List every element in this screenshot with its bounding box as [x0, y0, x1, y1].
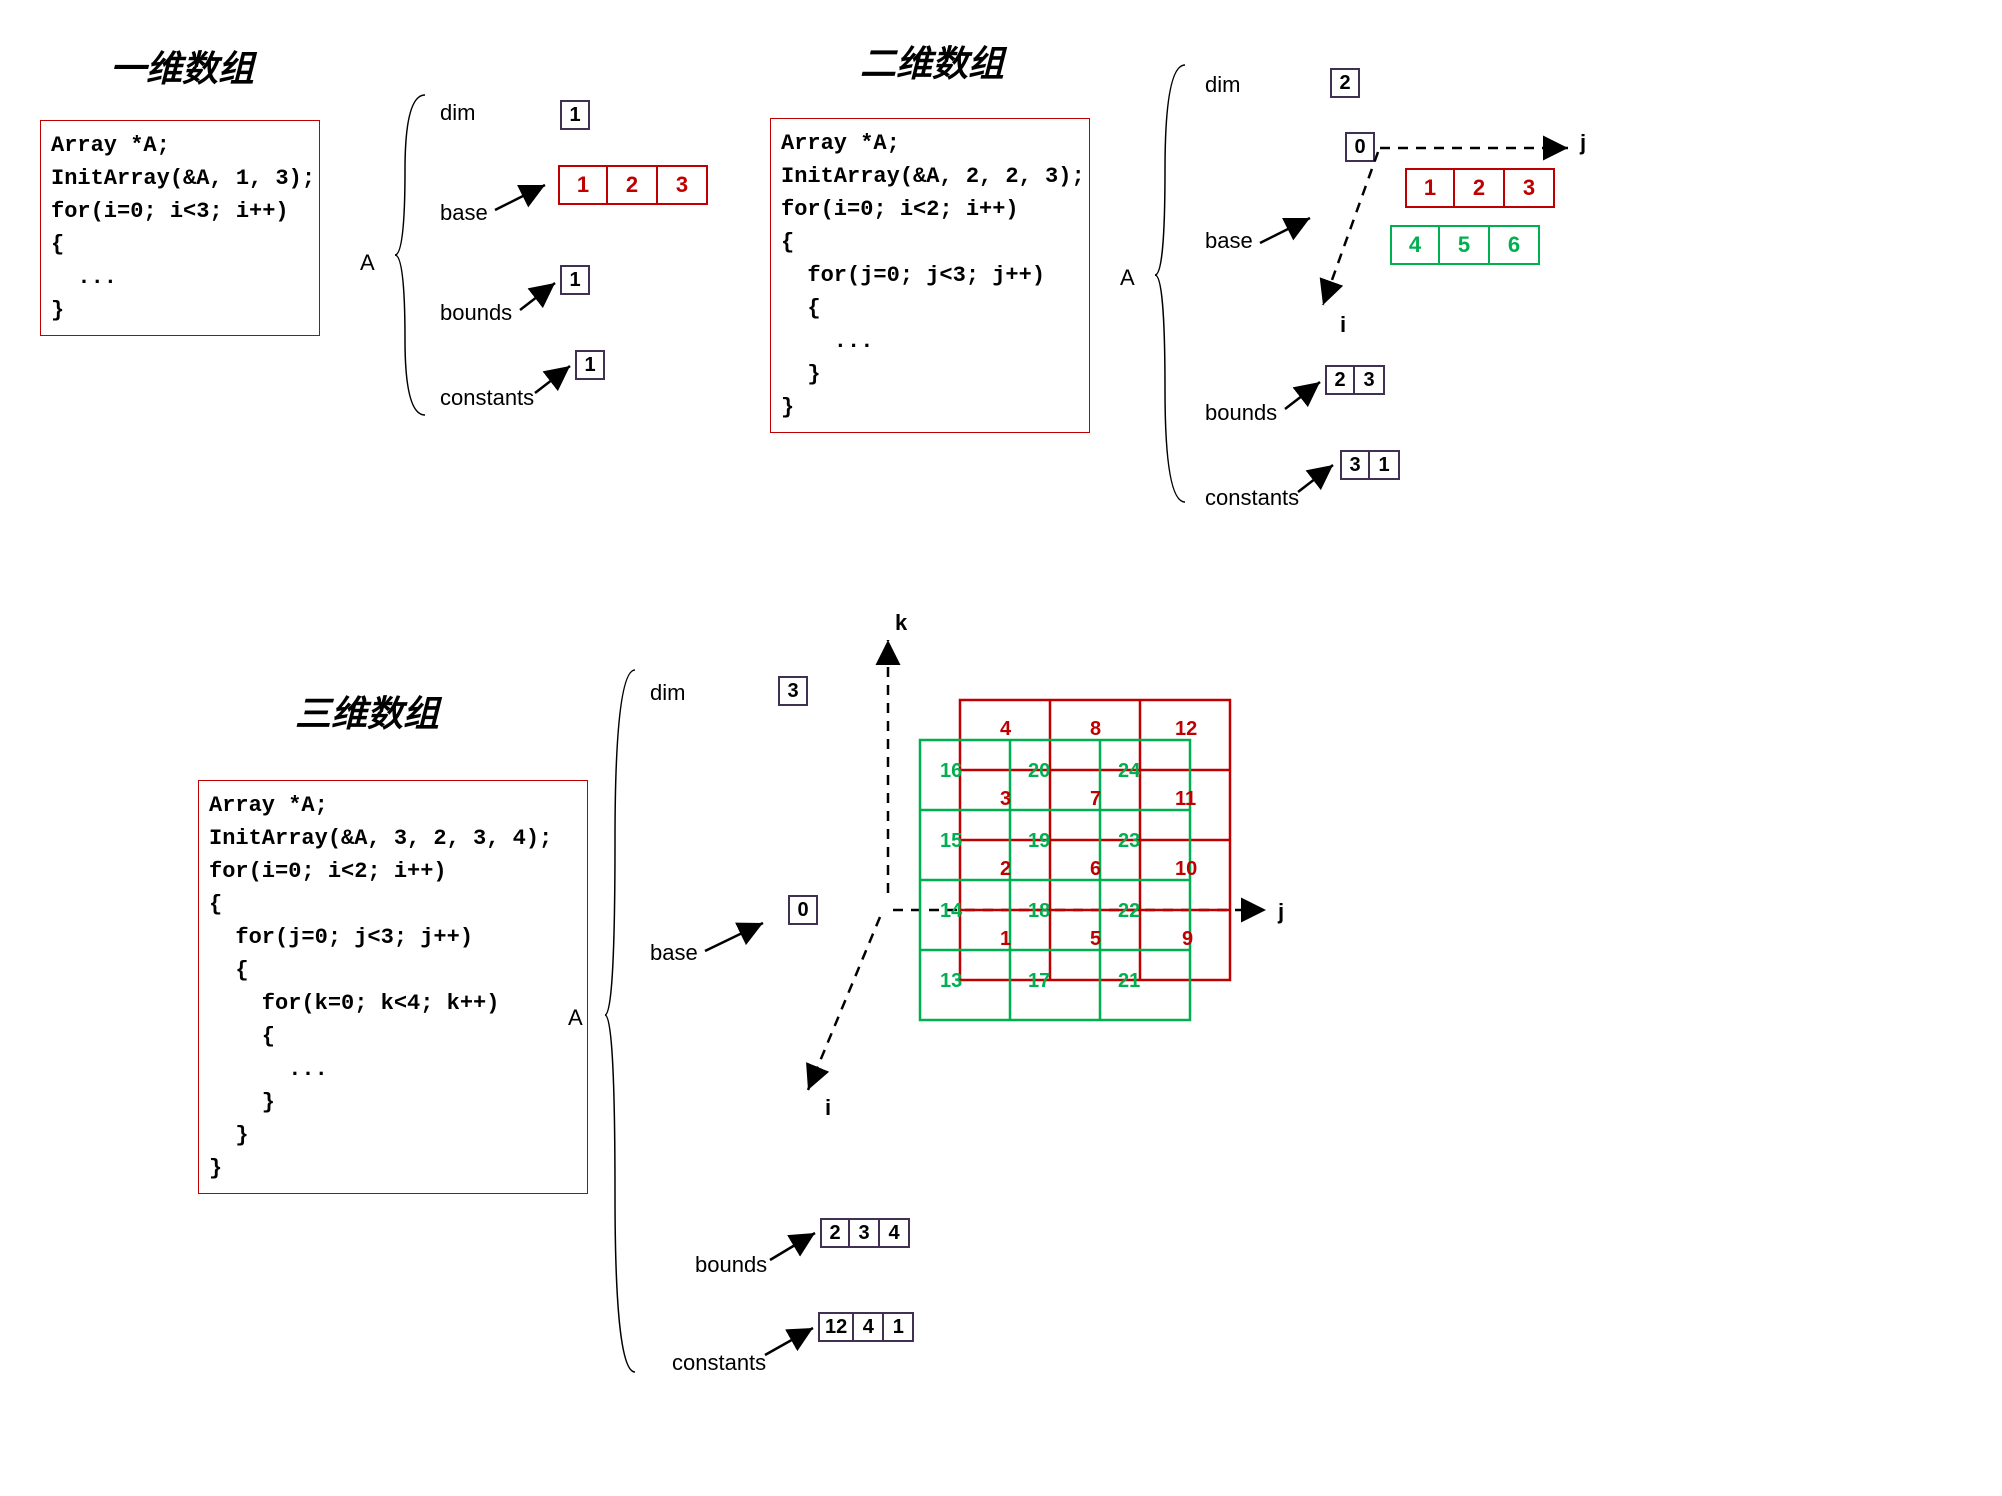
n-g21: 21: [1118, 970, 1140, 993]
arrow-bounds-1d: [520, 275, 565, 315]
base-cells-1d: 1 2 3: [558, 165, 708, 205]
bounds-label-1d: bounds: [440, 300, 512, 326]
arrow-base-2d: [1260, 213, 1320, 253]
bounds-vals-2d: 2 3: [1325, 365, 1385, 395]
constants-label-3d: constants: [672, 1350, 766, 1376]
a-label-1d: A: [360, 250, 375, 276]
base-label-2d: base: [1205, 228, 1253, 254]
n-g16: 16: [940, 760, 962, 783]
bounds-label-3d: bounds: [695, 1252, 767, 1278]
brace-3d: [605, 665, 640, 1380]
bounds-label-2d: bounds: [1205, 400, 1277, 426]
n-g14: 14: [940, 900, 962, 923]
dim-label-3d: dim: [650, 680, 685, 706]
n-r9: 9: [1182, 928, 1193, 951]
n-r7: 7: [1090, 788, 1101, 811]
arrow-base-3d: [705, 918, 775, 958]
code-3d: Array *A; InitArray(&A, 3, 2, 3, 4); for…: [198, 780, 588, 1194]
dim-val-3d: 3: [778, 676, 808, 706]
bounds-3d-2: 4: [880, 1218, 910, 1248]
bounds-1d-0: 1: [560, 265, 590, 295]
bounds-vals-3d: 2 3 4: [820, 1218, 910, 1248]
brace-1d: [395, 90, 430, 420]
bounds-2d-1: 3: [1355, 365, 1385, 395]
n-r2: 2: [1000, 858, 1011, 881]
cell-2d-r2-2: 6: [1490, 225, 1540, 265]
brace-2d: [1155, 60, 1190, 510]
arrow-const-1d: [535, 358, 580, 398]
n-r10: 10: [1175, 858, 1197, 881]
arrow-const-2d: [1298, 457, 1343, 497]
bounds-vals-1d: 1: [560, 265, 590, 295]
origin-3d: 0: [788, 895, 818, 925]
row2-2d: 4 5 6: [1390, 225, 1540, 265]
row1-2d: 1 2 3: [1405, 168, 1555, 208]
base-label-3d: base: [650, 940, 698, 966]
cell-2d-r1-2: 3: [1505, 168, 1555, 208]
const-vals-2d: 3 1: [1340, 450, 1400, 480]
code-1d: Array *A; InitArray(&A, 1, 3); for(i=0; …: [40, 120, 320, 336]
arrow-base-1d: [495, 175, 555, 215]
arrow-bounds-2d: [1285, 374, 1330, 414]
grid-3d: [900, 700, 1280, 1080]
const-3d-1: 4: [854, 1312, 884, 1342]
const-2d-0: 3: [1340, 450, 1370, 480]
n-g24: 24: [1118, 760, 1140, 783]
cell-1d-1: 2: [608, 165, 658, 205]
cell-2d-r2-0: 4: [1390, 225, 1440, 265]
code-2d: Array *A; InitArray(&A, 2, 2, 3); for(i=…: [770, 118, 1090, 433]
const-3d-0: 12: [818, 1312, 854, 1342]
a-label-2d: A: [1120, 265, 1135, 291]
cell-2d-r2-1: 5: [1440, 225, 1490, 265]
origin-2d: 0: [1345, 132, 1375, 162]
axis-k-3d: k: [895, 610, 907, 636]
arrow-const-3d: [765, 1320, 825, 1360]
a-label-3d: A: [568, 1005, 583, 1031]
axis-j-2d: j: [1580, 130, 1586, 156]
n-r11: 11: [1175, 788, 1196, 811]
constants-label-1d: constants: [440, 385, 534, 411]
n-r5: 5: [1090, 928, 1101, 951]
const-vals-1d: 1: [575, 350, 605, 380]
base-label-1d: base: [440, 200, 488, 226]
n-r6: 6: [1090, 858, 1101, 881]
n-r3: 3: [1000, 788, 1011, 811]
const-1d-0: 1: [575, 350, 605, 380]
dim-label-2d: dim: [1205, 72, 1240, 98]
cell-1d-2: 3: [658, 165, 708, 205]
n-r1: 1: [1000, 928, 1011, 951]
n-g18: 18: [1028, 900, 1050, 923]
dim-val-2d: 2: [1330, 68, 1360, 98]
n-g15: 15: [940, 830, 962, 853]
cell-1d-0: 1: [558, 165, 608, 205]
axis-i-2d: i: [1340, 312, 1346, 338]
const-3d-2: 1: [884, 1312, 914, 1342]
cell-2d-r1-0: 1: [1405, 168, 1455, 208]
n-g23: 23: [1118, 830, 1140, 853]
title-3d: 三维数组: [295, 685, 439, 737]
const-vals-3d: 12 4 1: [818, 1312, 914, 1342]
n-r8: 8: [1090, 718, 1101, 741]
n-g20: 20: [1028, 760, 1050, 783]
n-g13: 13: [940, 970, 962, 993]
n-r4: 4: [1000, 718, 1011, 741]
bounds-2d-0: 2: [1325, 365, 1355, 395]
dim-val-1d: 1: [560, 100, 590, 130]
constants-label-2d: constants: [1205, 485, 1299, 511]
const-2d-1: 1: [1370, 450, 1400, 480]
bounds-3d-1: 3: [850, 1218, 880, 1248]
title-1d: 一维数组: [110, 40, 254, 92]
cell-2d-r1-1: 2: [1455, 168, 1505, 208]
bounds-3d-0: 2: [820, 1218, 850, 1248]
arrow-bounds-3d: [770, 1225, 825, 1265]
dim-label-1d: dim: [440, 100, 475, 126]
axis-i-3d: i: [825, 1095, 831, 1121]
title-2d: 二维数组: [860, 35, 1004, 87]
n-g17: 17: [1028, 970, 1050, 993]
n-r12: 12: [1175, 718, 1197, 741]
n-g22: 22: [1118, 900, 1140, 923]
n-g19: 19: [1028, 830, 1050, 853]
